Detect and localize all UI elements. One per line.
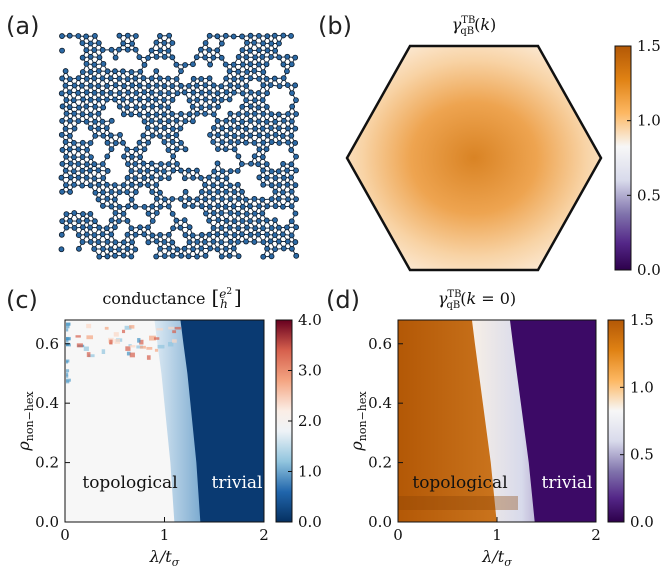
colorbar-tick-label: 1.0 (298, 463, 322, 481)
x-tick-label: 2 (259, 526, 269, 544)
colorbar-tick-label: 0.5 (637, 186, 661, 204)
x-axis-label: λ/tσ (481, 547, 512, 569)
panel-a-label: (a) (6, 12, 39, 40)
colorbar-tick-label: 1.0 (630, 378, 654, 396)
colorbar-d (607, 319, 625, 523)
colorbar-b-ticks: 0.0 0.5 1.0 1.5 (627, 37, 661, 279)
y-tick-label: 0.4 (368, 394, 392, 412)
x-tick-label: 1 (492, 526, 502, 544)
colorbar-c-ticks: 0.0 1.0 2.0 3.0 4.0 (288, 311, 322, 531)
panel-d-axes: 0 1 2 0.0 0.2 0.4 0.6 λ/tσ ρnon−hex (347, 335, 601, 569)
panel-c-region-topological: topological (82, 473, 177, 493)
y-tick-label: 0.0 (368, 513, 392, 531)
colorbar-tick-label: 1.5 (637, 37, 661, 55)
y-axis-label: ρnon−hex (14, 391, 36, 452)
panel-d-title: γTB qB(k = 0) (438, 289, 516, 311)
panel-d-label: (d) (326, 286, 360, 314)
colorbar-tick-label: 1.5 (630, 311, 654, 329)
y-tick-label: 0.2 (368, 454, 392, 472)
gamma-k0-heatmap (397, 319, 597, 523)
panel-c-axes: 0 1 2 0.0 0.2 0.4 0.6 λ/tσ ρnon−hex (14, 335, 269, 569)
y-axis-label: ρnon−hex (347, 391, 369, 452)
panel-c-label: (c) (6, 286, 38, 314)
y-tick-label: 0.2 (35, 454, 59, 472)
colorbar-b (614, 45, 632, 271)
x-tick-label: 2 (591, 526, 601, 544)
colorbar-tick-label: 1.0 (637, 112, 661, 130)
quasicrystal-lattice (58, 32, 300, 260)
colorbar-d-ticks: 0.0 0.5 1.0 1.5 (620, 311, 654, 531)
x-tick-label: 1 (160, 526, 170, 544)
colorbar-tick-label: 2.0 (298, 412, 322, 430)
y-tick-label: 0.0 (35, 513, 59, 531)
colorbar-tick-label: 3.0 (298, 362, 322, 380)
colorbar-tick-label: 0.5 (630, 446, 654, 464)
panel-c-title: conductance [e2 h] (102, 285, 241, 311)
y-tick-label: 0.6 (35, 335, 59, 353)
panel-d-region-trivial: trivial (541, 473, 592, 493)
panel-b-title: γTB qB(k) (452, 15, 497, 37)
panel-b-label: (b) (318, 12, 352, 40)
brillouin-zone-heatmap (345, 44, 603, 272)
x-axis-label: λ/tσ (149, 547, 180, 569)
panel-d-region-topological: topological (412, 473, 507, 493)
y-tick-label: 0.6 (368, 335, 392, 353)
colorbar-tick-label: 0.0 (298, 513, 322, 531)
panel-c-region-trivial: trivial (211, 473, 262, 493)
x-tick-label: 0 (60, 526, 70, 544)
y-tick-label: 0.4 (35, 394, 59, 412)
x-tick-label: 0 (393, 526, 403, 544)
colorbar-tick-label: 4.0 (298, 311, 322, 329)
conductance-heatmap (64, 319, 265, 523)
colorbar-tick-label: 0.0 (637, 261, 661, 279)
colorbar-tick-label: 0.0 (630, 513, 654, 531)
